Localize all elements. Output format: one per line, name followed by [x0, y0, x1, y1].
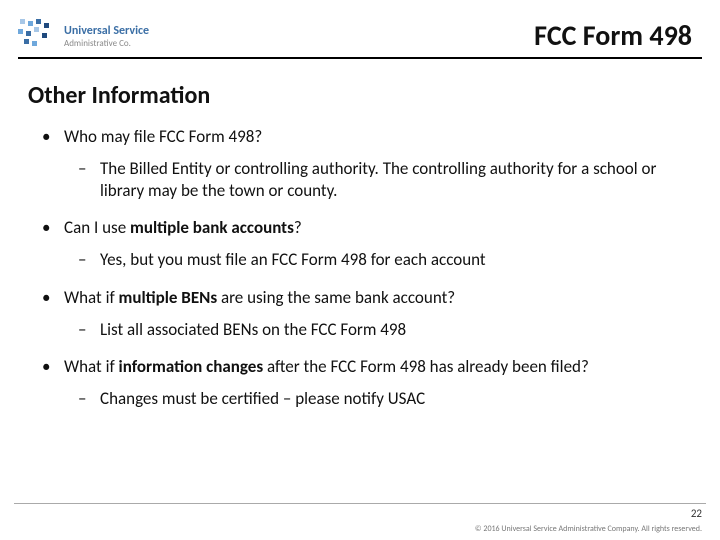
answer-text: List all associated BENs on the FCC Form…	[100, 319, 686, 341]
question-text: What if information changes after the FC…	[64, 356, 686, 378]
question-text: What if multiple BENs are using the same…	[64, 287, 686, 309]
question-item: •What if information changes after the F…	[42, 356, 686, 378]
answer-text: Changes must be certified – please notif…	[100, 388, 686, 410]
bullet-icon: •	[42, 356, 64, 378]
question-text: Can I use multiple bank accounts?	[64, 217, 686, 239]
logo-line2: Administrative Co.	[64, 39, 149, 48]
answer-item: –Yes, but you must file an FCC Form 498 …	[78, 249, 686, 271]
header-row: Universal Service Administrative Co. FCC…	[0, 0, 720, 53]
logo-square-icon	[24, 39, 29, 44]
logo-square-icon	[36, 19, 41, 24]
answer-text: Yes, but you must file an FCC Form 498 f…	[100, 249, 686, 271]
bullet-icon: •	[42, 126, 64, 148]
dash-icon: –	[78, 388, 100, 410]
answer-item: –The Billed Entity or controlling author…	[78, 158, 686, 202]
logo-text: Universal Service Administrative Co.	[64, 25, 149, 48]
dash-icon: –	[78, 319, 100, 341]
question-item: •What if multiple BENs are using the sam…	[42, 287, 686, 309]
logo-square-icon	[18, 29, 23, 34]
question-item: •Can I use multiple bank accounts?	[42, 217, 686, 239]
page-number: 22	[691, 507, 702, 520]
logo-square-icon	[20, 19, 25, 24]
bullet-icon: •	[42, 217, 64, 239]
logo-line1: Universal Service	[64, 25, 149, 37]
bullet-icon: •	[42, 287, 64, 309]
logo-square-icon	[44, 23, 49, 28]
slide: Universal Service Administrative Co. FCC…	[0, 0, 720, 540]
section-title: Other Information	[28, 81, 720, 110]
dash-icon: –	[78, 158, 100, 202]
logo-square-icon	[32, 41, 37, 46]
answer-text: The Billed Entity or controlling authori…	[100, 158, 686, 202]
copyright: © 2016 Universal Service Administrative …	[475, 524, 702, 534]
answer-item: –List all associated BENs on the FCC For…	[78, 319, 686, 341]
content-body: •Who may file FCC Form 498?–The Billed E…	[0, 126, 720, 410]
header-rule	[18, 57, 702, 59]
logo-mark-icon	[18, 19, 58, 53]
logo: Universal Service Administrative Co.	[18, 19, 149, 53]
logo-square-icon	[26, 31, 31, 36]
footer-rule	[14, 503, 706, 504]
logo-square-icon	[34, 27, 39, 32]
dash-icon: –	[78, 249, 100, 271]
page-title: FCC Form 498	[534, 18, 692, 53]
question-item: •Who may file FCC Form 498?	[42, 126, 686, 148]
logo-square-icon	[28, 21, 33, 26]
question-text: Who may file FCC Form 498?	[64, 126, 686, 148]
logo-square-icon	[42, 33, 47, 38]
answer-item: –Changes must be certified – please noti…	[78, 388, 686, 410]
